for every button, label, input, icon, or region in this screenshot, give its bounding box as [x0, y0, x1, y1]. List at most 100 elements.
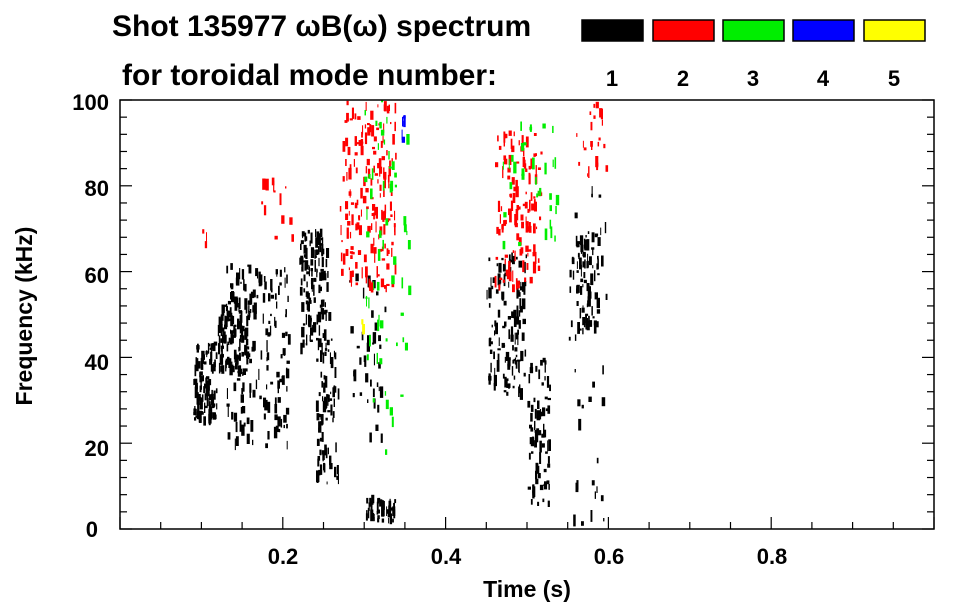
mode-1-mark — [372, 388, 375, 398]
mode-1-mark — [234, 303, 238, 311]
mode-1-mark — [544, 429, 547, 438]
mode-2-mark — [504, 133, 508, 139]
mode-1-mark — [373, 516, 375, 522]
mode-1-mark — [252, 439, 254, 446]
mode-2-mark — [361, 131, 363, 138]
mode-1-mark — [359, 357, 362, 365]
mode-1-mark — [574, 334, 577, 341]
mode-2-mark — [261, 201, 264, 205]
mode-2-mark — [517, 206, 521, 210]
mode-1-mark — [195, 357, 198, 364]
mode-1-mark — [582, 261, 586, 268]
mode-2-mark — [367, 225, 371, 233]
mode-2-mark — [263, 205, 267, 216]
mode-1-mark — [530, 427, 534, 432]
mode-2-mark — [508, 260, 511, 273]
mode-1-mark — [195, 363, 199, 368]
mode-3-mark — [376, 281, 380, 291]
mode-1-mark — [512, 345, 514, 351]
mode-3-mark — [509, 182, 513, 190]
mode-2-mark — [601, 119, 603, 126]
mode-1-mark — [238, 346, 240, 352]
mode-1-mark — [247, 300, 252, 305]
mode-1-mark — [201, 352, 205, 364]
mode-1-mark — [324, 302, 326, 308]
axis-ticks — [119, 99, 935, 530]
mode-1-mark — [326, 481, 328, 485]
mode-1-mark — [199, 371, 203, 376]
mode-2-mark — [365, 166, 368, 174]
mode-2-mark — [392, 134, 395, 145]
mode-1-mark — [503, 300, 507, 306]
mode-1-mark — [314, 249, 316, 259]
y-tick-label-20: 20 — [85, 436, 109, 461]
mode-2-mark — [371, 125, 375, 137]
mode-1-mark — [581, 521, 584, 526]
mode-1-mark — [365, 373, 369, 383]
mode-2-mark — [387, 174, 390, 183]
legend-swatch-mode-2 — [652, 19, 715, 42]
mode-2-mark — [383, 123, 385, 133]
mode-1-mark — [367, 507, 370, 519]
mode-2-mark — [514, 250, 516, 262]
mode-3-mark — [364, 110, 366, 116]
mode-1-mark — [544, 481, 548, 490]
mode-1-mark — [286, 423, 288, 429]
mode-2-mark — [271, 177, 275, 186]
mode-1-mark — [325, 342, 327, 351]
mode-1-mark — [235, 363, 238, 370]
mode-1-mark — [493, 351, 495, 360]
spectrogram-marks — [193, 100, 609, 527]
mode-5-mark — [361, 319, 364, 325]
mode-1-mark — [321, 237, 324, 248]
mode-2-mark — [539, 216, 542, 221]
mode-1-mark — [584, 259, 586, 269]
mode-1-mark — [270, 279, 273, 291]
mode-3-mark — [502, 240, 506, 250]
mode-1-mark — [260, 350, 263, 360]
mode-1-mark — [270, 294, 274, 299]
mode-2-mark — [379, 248, 383, 252]
mode-1-mark — [597, 273, 600, 276]
mode-1-mark — [532, 484, 535, 494]
mode-1-mark — [334, 367, 337, 378]
mode-1-mark — [268, 320, 271, 324]
mode-2-mark — [350, 255, 353, 259]
mode-1-mark — [200, 376, 204, 381]
mode-1-mark — [228, 318, 232, 321]
mode-1-mark — [244, 283, 247, 292]
mode-1-mark — [206, 350, 208, 358]
mode-2-mark — [527, 252, 529, 257]
mode-1-mark — [519, 384, 521, 394]
mode-1-mark — [227, 341, 230, 345]
mode-1-mark — [285, 407, 290, 415]
mode-1-mark — [493, 382, 496, 391]
mode-1-mark — [318, 325, 321, 336]
mode-2-mark — [528, 249, 532, 252]
mode-3-mark — [375, 120, 378, 126]
mode-1-mark — [231, 365, 235, 373]
mode-2-mark — [362, 125, 364, 135]
mode-1-mark — [393, 509, 396, 519]
mode-1-mark — [320, 237, 323, 241]
mode-1-mark — [220, 345, 224, 349]
mode-2-mark — [386, 283, 390, 286]
mode-2-mark — [515, 186, 519, 198]
mode-1-mark — [370, 379, 372, 387]
mode-1-mark — [196, 410, 200, 420]
mode-1-mark — [393, 502, 395, 510]
mode-1-mark — [549, 384, 551, 392]
mode-2-mark — [273, 190, 276, 193]
mode-2-mark — [504, 258, 506, 265]
mode-1-mark — [512, 385, 515, 389]
mode-1-mark — [305, 300, 308, 305]
mode-1-mark — [199, 401, 203, 410]
mode-1-mark — [285, 309, 287, 315]
mode-3-mark — [511, 154, 514, 162]
mode-1-mark — [529, 424, 532, 429]
mode-2-mark — [358, 225, 362, 236]
mode-1-mark — [238, 310, 243, 314]
mode-1-mark — [499, 277, 502, 284]
mode-3-mark — [381, 100, 384, 103]
mode-2-mark — [358, 215, 361, 221]
